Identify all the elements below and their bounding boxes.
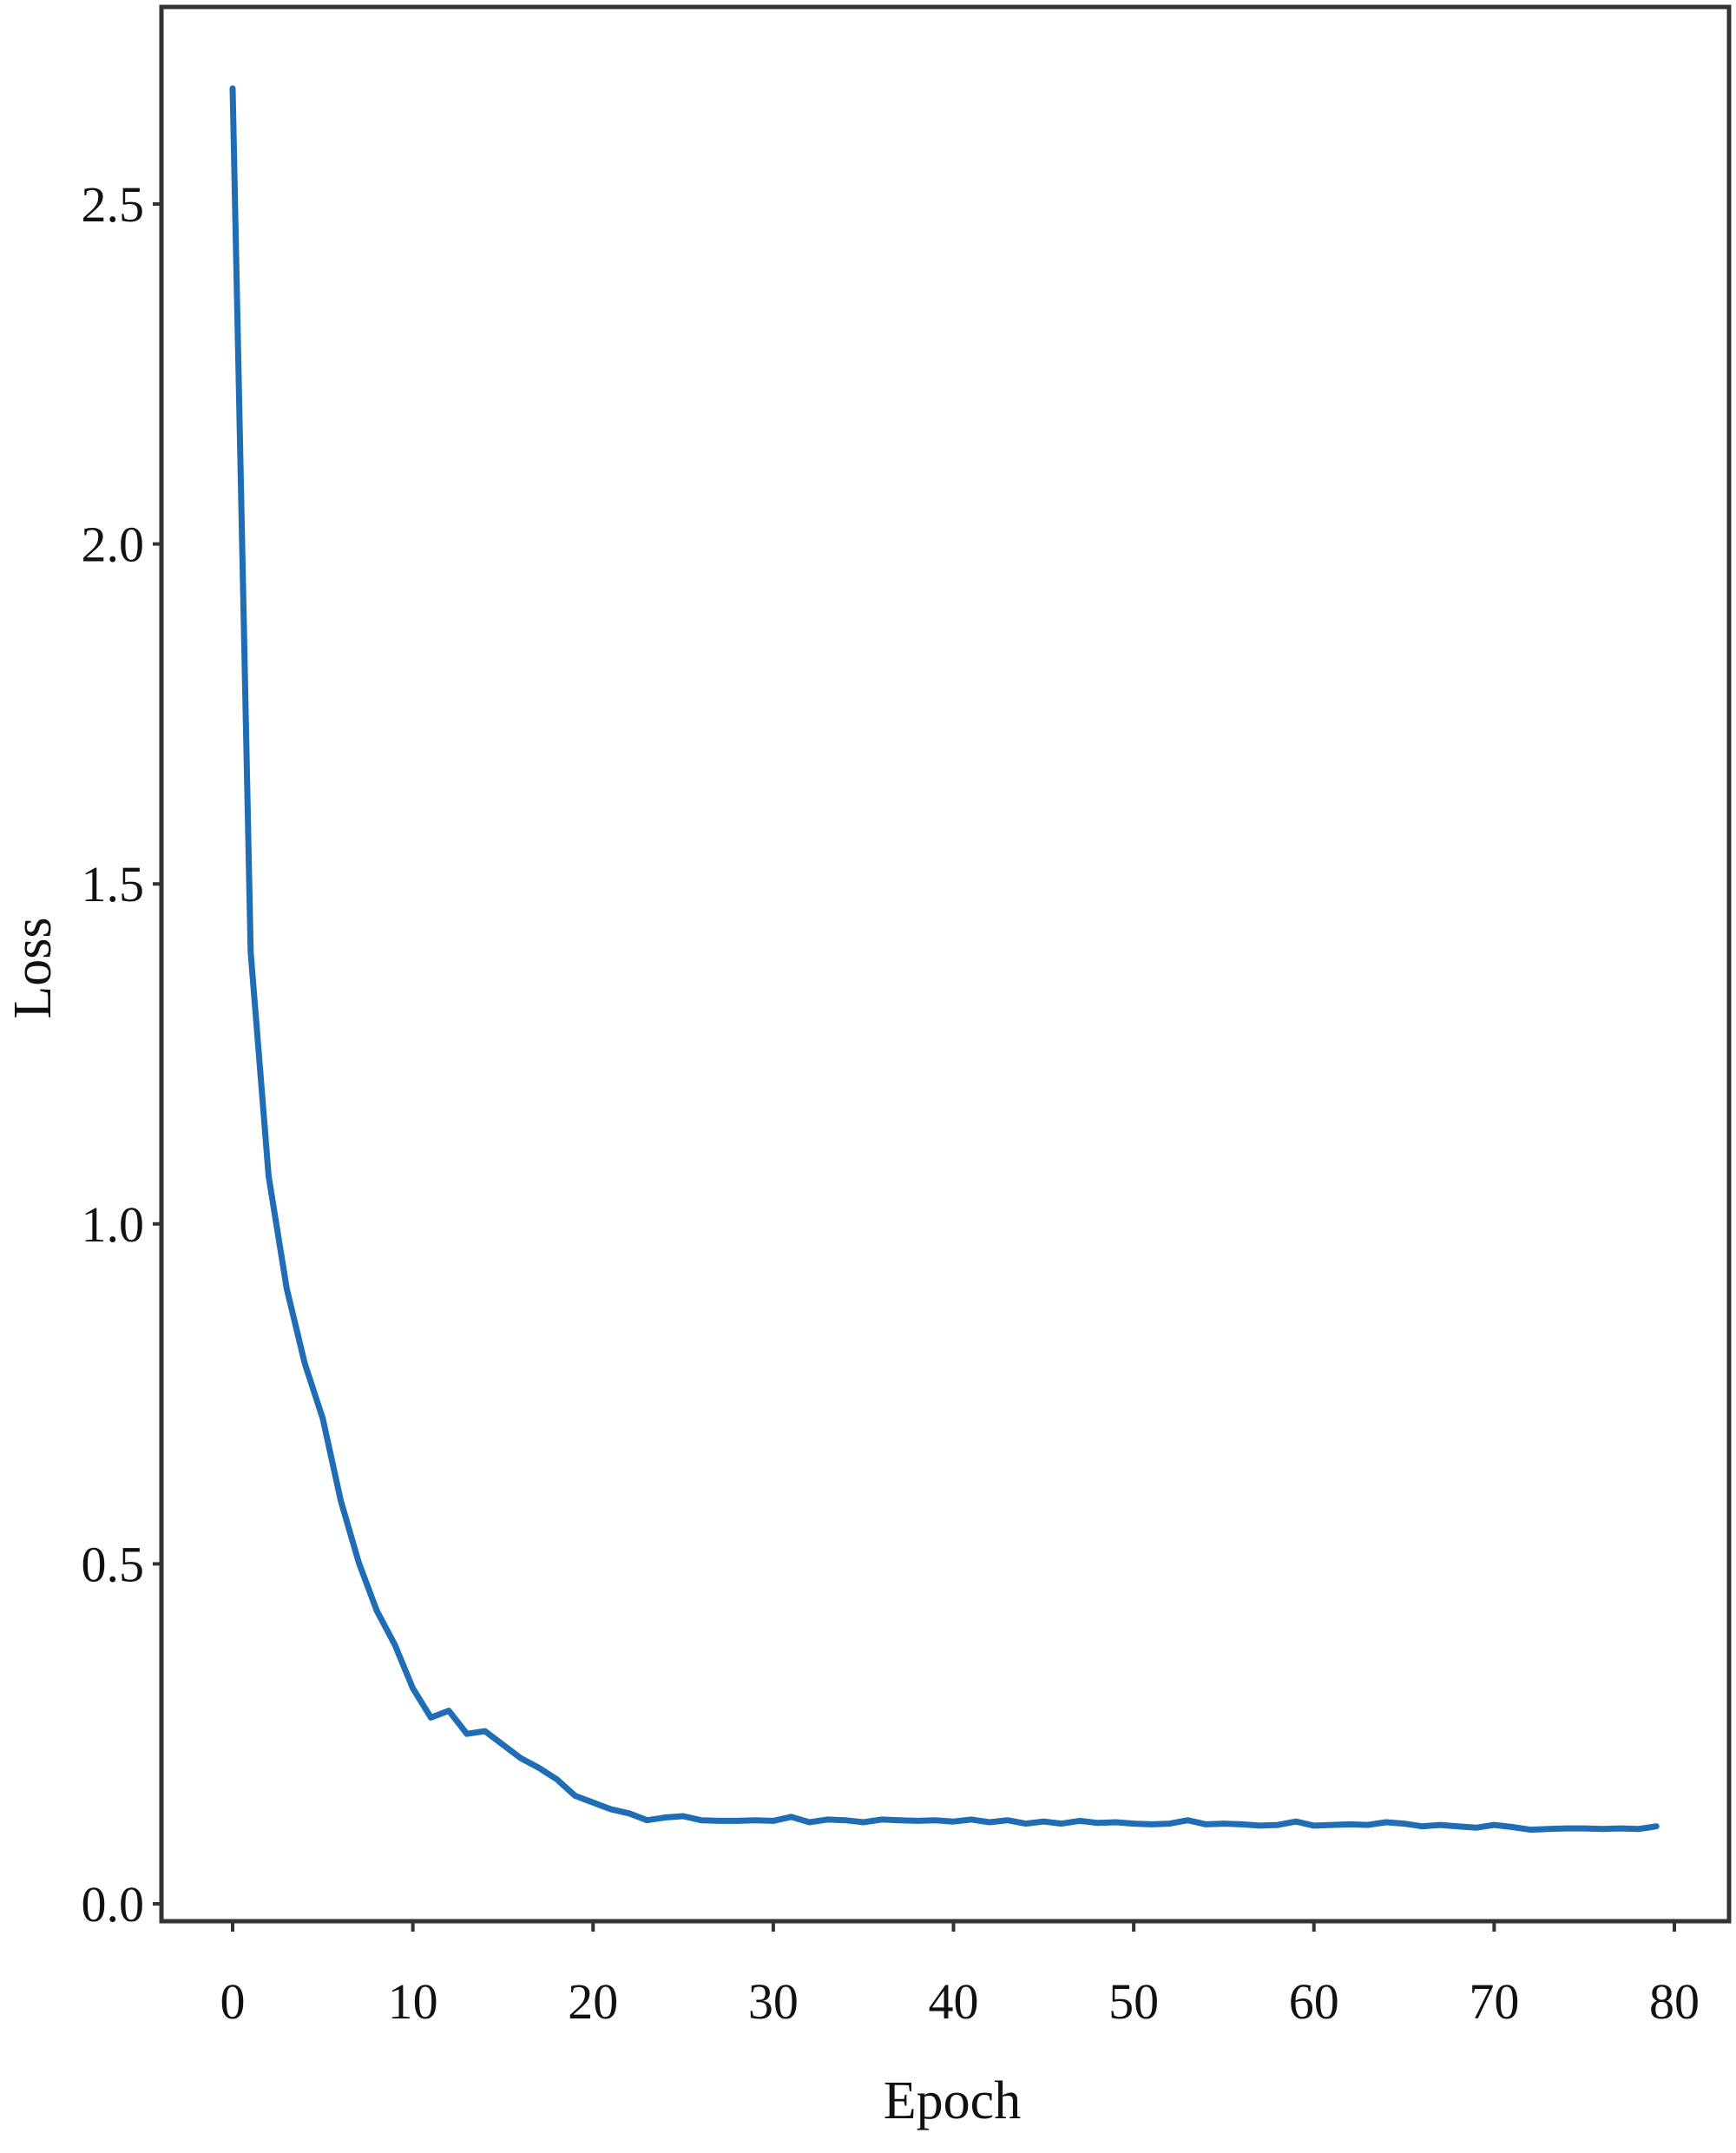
- y-tick-label: 1.5: [82, 856, 145, 912]
- x-tick-label: 0: [220, 1973, 246, 2030]
- y-tick-label: 1.0: [82, 1196, 145, 1253]
- x-tick-label: 80: [1649, 1973, 1700, 2030]
- x-tick-label: 50: [1108, 1973, 1159, 2030]
- y-tick-label: 2.0: [82, 517, 145, 573]
- x-axis: 0 10 20 30 40 50 60 70 80: [220, 1921, 1700, 2030]
- x-tick-label: 70: [1469, 1973, 1519, 2030]
- x-tick-label: 10: [388, 1973, 438, 2030]
- x-tick-label: 60: [1289, 1973, 1339, 2030]
- y-tick-label: 2.5: [82, 176, 145, 233]
- y-tick-label: 0.0: [82, 1876, 145, 1932]
- x-tick-label: 30: [748, 1973, 799, 2030]
- x-axis-title: Epoch: [884, 2071, 1021, 2130]
- series-line-loss: [229, 85, 1660, 1834]
- plot-frame: [159, 4, 1732, 1924]
- y-axis: 0.0 0.5 1.0 1.5 2.0 2.5: [82, 176, 161, 1932]
- y-tick-label: 0.5: [82, 1536, 145, 1592]
- series-points: [232, 88, 1657, 1830]
- y-axis-title: Loss: [3, 917, 62, 1018]
- x-tick-label: 40: [929, 1973, 979, 2030]
- x-tick-label: 20: [568, 1973, 618, 2030]
